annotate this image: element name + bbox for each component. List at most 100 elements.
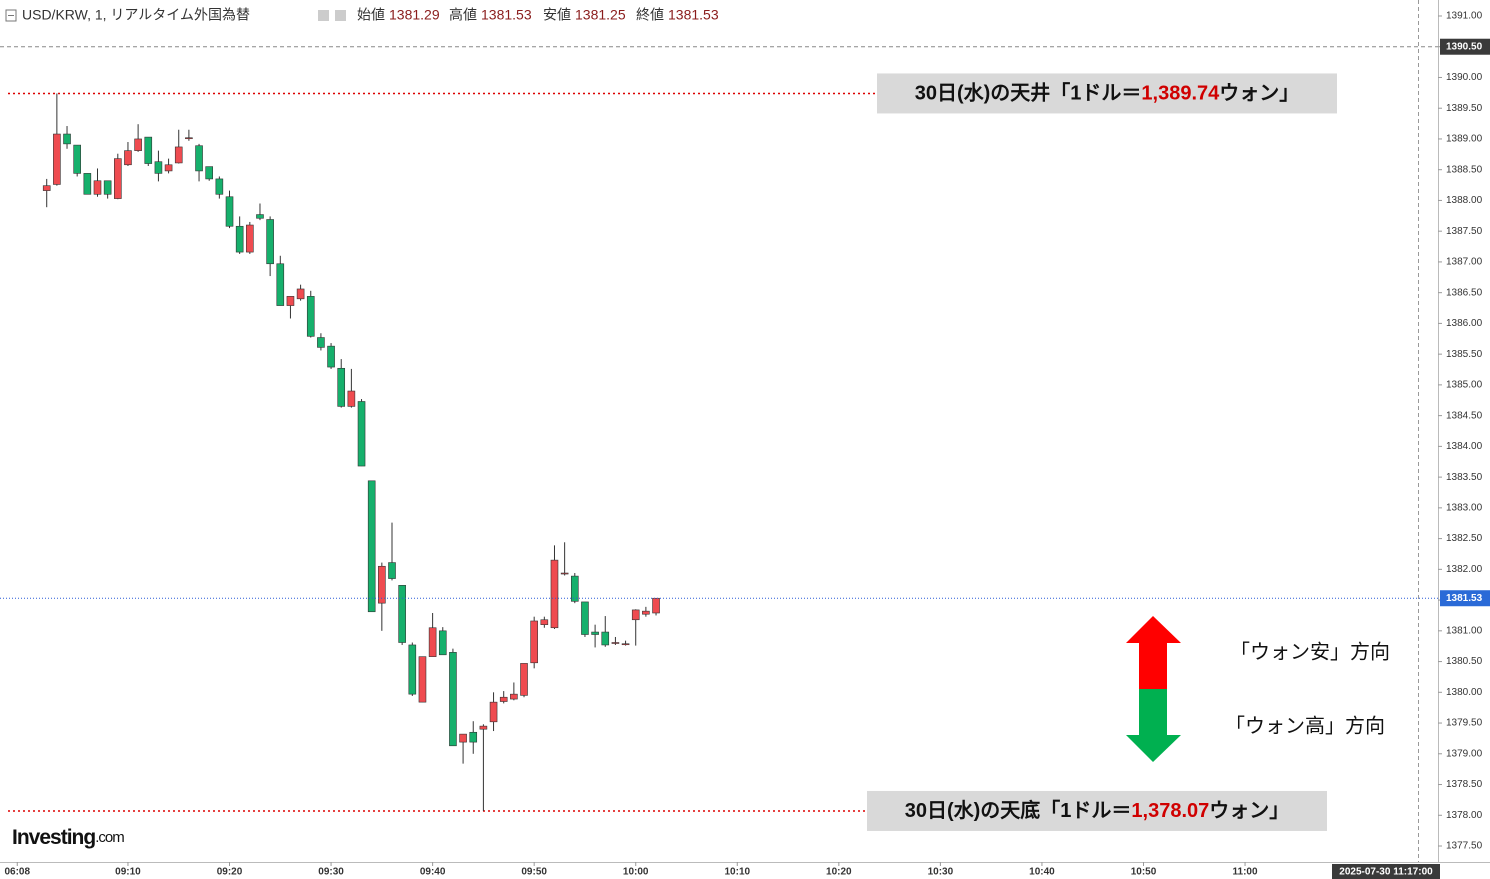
arrow-label: 「ウォン高」方向 [1225,714,1385,737]
candle [327,343,335,369]
candle-body [652,597,660,614]
arrow-head-up [1126,616,1181,643]
x-tick-label: 09:40 [420,867,446,878]
candle-body [388,562,396,579]
annotation-suffix: ウォン」 [1209,799,1289,822]
candle-body [296,288,305,300]
ohlc-value: 1381.25 [575,7,626,23]
candle [652,597,660,616]
candle-body [246,224,254,253]
candle-body [53,133,61,185]
candle [235,216,244,254]
x-tick-label: 10:40 [1029,867,1055,878]
candle-body [631,609,640,621]
annotation-value: 1,378.07 [1131,800,1209,822]
y-tick-label: 1382.00 [1446,564,1483,575]
y-tick-label: 1379.00 [1446,748,1483,759]
settings-icon[interactable] [318,10,329,21]
annotation-suffix: ウォン」 [1219,82,1299,105]
candle-body [174,146,183,164]
x-tick-label: 09:10 [115,867,141,878]
candle [154,150,163,182]
arrow-head-down [1126,735,1181,762]
candle-body [581,601,589,635]
last-price-label: 1381.53 [1446,593,1483,604]
x-tick-label: 10:30 [928,867,954,878]
candle [276,255,285,306]
candle [114,153,122,200]
candle-body [469,731,478,743]
candle-body [550,559,559,629]
candle-body [164,164,173,172]
settings-icon[interactable] [335,10,346,21]
y-tick-label: 1386.50 [1446,287,1483,298]
x-tick-label: 10:00 [623,867,649,878]
candle-body [398,585,406,643]
x-tick-label: 10:20 [826,867,852,878]
collapse-icon[interactable] [5,9,17,22]
candle [398,585,406,645]
y-tick-label: 1382.50 [1446,533,1483,544]
candle [144,136,153,167]
candle [601,616,610,647]
candle [540,616,549,628]
candle-body [530,620,538,664]
y-tick-label: 1379.50 [1446,718,1483,729]
annotation-box [877,73,1337,114]
candle-body [154,161,163,174]
y-tick-label: 1391.00 [1446,11,1483,22]
candle [550,545,559,629]
candle-body [570,575,579,602]
candle [337,359,346,408]
candle [306,290,315,338]
candle-body [601,631,610,646]
y-tick-label: 1390.00 [1446,72,1483,83]
annotation-prefix: 30日(水)の天底「1ドル＝ [905,798,1132,822]
y-tick-label: 1380.50 [1446,656,1483,667]
symbol: USD/KRW, 1, リアルタイム外国為替 [22,7,250,23]
candle [611,636,620,645]
y-tick-label: 1389.00 [1446,134,1483,145]
candle [560,542,569,576]
candle [93,168,102,197]
y-tick-label: 1385.00 [1446,380,1483,391]
candle [591,624,599,648]
candle-body [73,144,81,174]
annotation-prefix: 30日(水)の天井「1ドル＝ [915,81,1142,105]
logo-suffix: .com [95,829,124,846]
x-tick-label: 10:50 [1131,867,1157,878]
ohlc-value: 1381.53 [668,7,719,23]
candle [42,178,51,208]
candle-body [93,180,102,195]
arrows [1126,616,1181,762]
candle [479,724,488,811]
time-label-box [1332,864,1440,879]
candle-body [114,158,122,199]
candle-body [459,733,467,743]
candle-body [621,643,630,646]
candle [286,296,295,319]
arrow-shaft-up [1139,642,1167,689]
candle [469,721,478,754]
candle-body [520,663,528,696]
candle [185,129,193,141]
ref-label-box [1440,38,1490,55]
candle [134,124,142,152]
ohlc-value: 1381.53 [481,7,532,23]
candle [225,190,234,229]
candle-body [428,627,437,657]
candle [317,333,325,351]
y-tick-label: 1388.50 [1446,164,1483,175]
candle-body [510,693,518,700]
candle [408,642,417,696]
candle-body [235,225,244,253]
candle-body [642,610,650,615]
logo: Investing.com [12,826,124,849]
last-price-box [1440,590,1490,607]
candle-body [591,631,599,635]
candle [520,663,528,698]
x-tick-label: 06:08 [4,867,30,878]
candle [530,616,538,669]
ohlc-name: 終値 [636,7,664,23]
candle-body [103,180,112,195]
